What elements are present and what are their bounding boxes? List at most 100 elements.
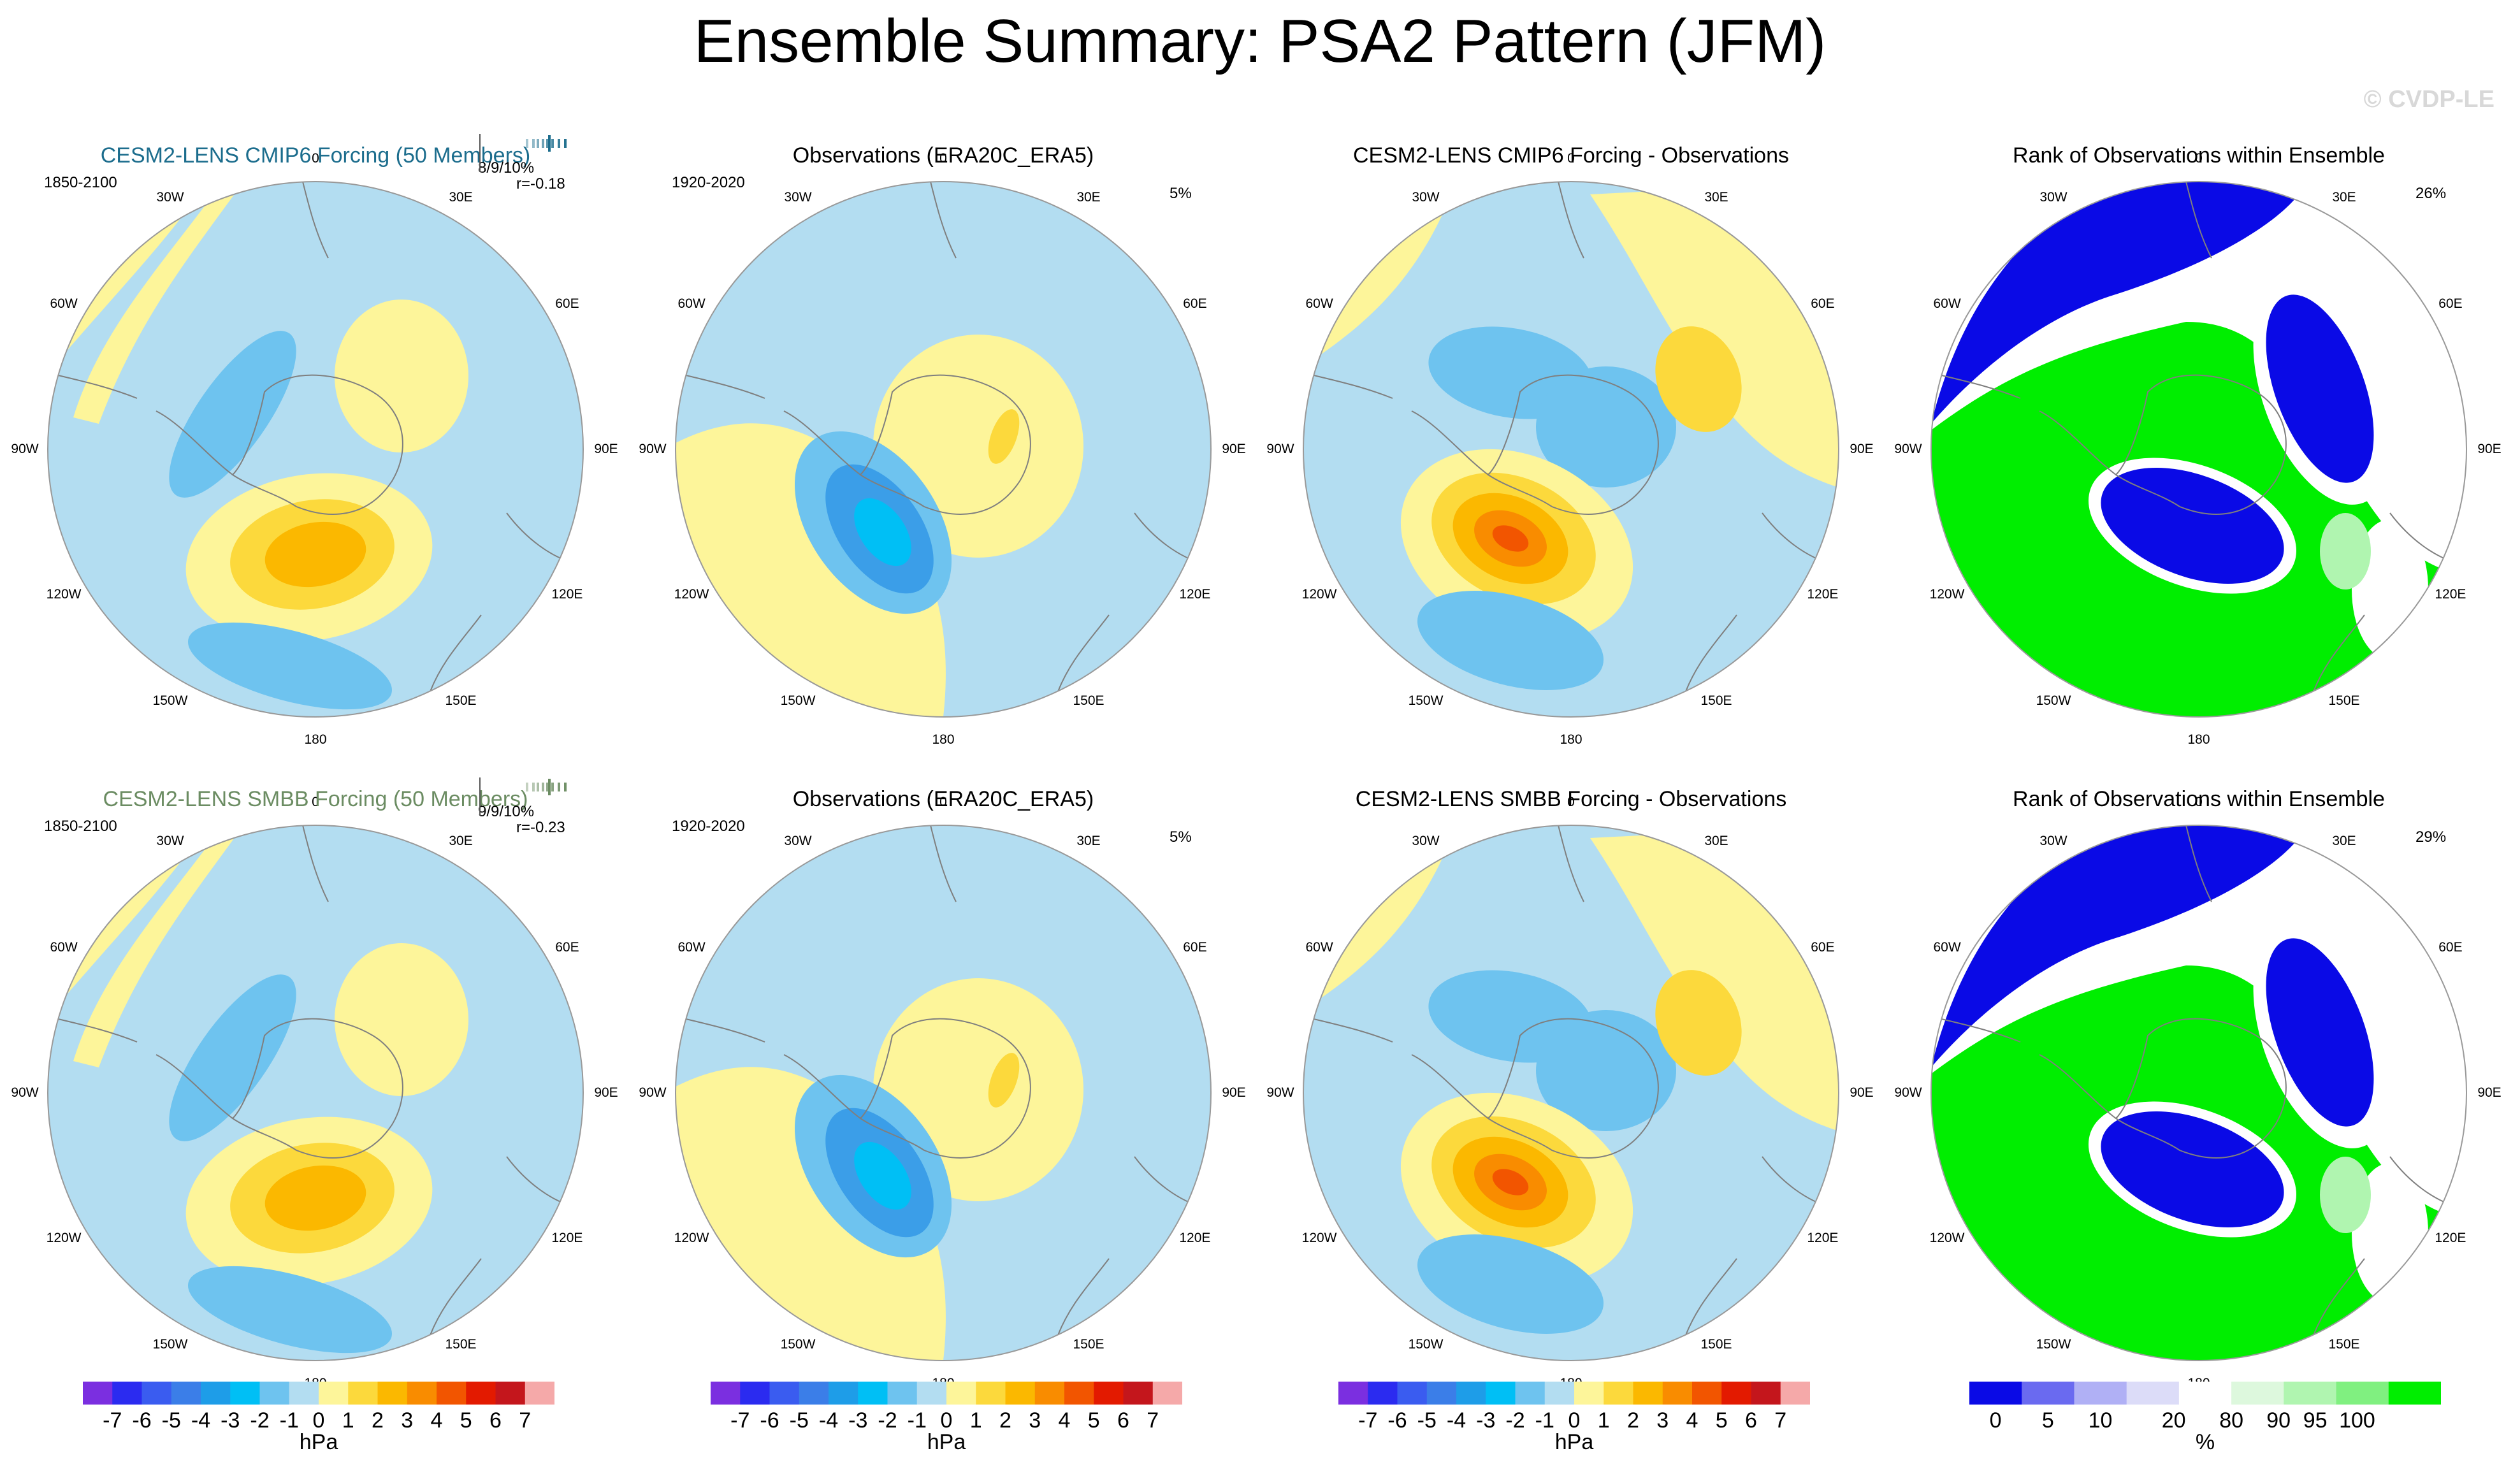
colorbar-swatch	[2126, 1382, 2180, 1405]
colorbar-tick-label: -5	[789, 1408, 809, 1433]
colorbar-swatch	[740, 1382, 770, 1405]
colorbar-tick-label: -4	[1446, 1408, 1466, 1433]
colorbar-swatch	[1780, 1382, 1810, 1405]
map-model-row2	[47, 825, 584, 1361]
colorbar-swatch	[83, 1382, 113, 1405]
colorbar-swatch	[2178, 1382, 2232, 1405]
colorbar-tick-label: 0	[1568, 1408, 1581, 1433]
longitude-label: 90E	[1850, 442, 1874, 456]
longitude-label: 30E	[1076, 834, 1101, 849]
colorbar-model	[83, 1382, 554, 1405]
colorbar-tick-label: -2	[878, 1408, 897, 1433]
longitude-label: 30W	[2039, 190, 2067, 205]
colorbar-swatch	[1152, 1382, 1182, 1405]
longitude-label: 150W	[152, 1336, 188, 1352]
colorbar-swatch	[2284, 1382, 2337, 1405]
longitude-label: 180	[304, 732, 327, 747]
colorbar-tick-label: -2	[250, 1408, 270, 1433]
colorbar-swatch	[1574, 1382, 1604, 1405]
colorbar-swatch	[348, 1382, 378, 1405]
map-obs-row2	[675, 825, 1212, 1361]
colorbar-swatch	[829, 1382, 858, 1405]
longitude-label: 150W	[780, 1336, 816, 1352]
colorbar-unit: hPa	[927, 1430, 966, 1454]
longitude-label: 60W	[1933, 296, 1961, 311]
coastline	[783, 1054, 861, 1119]
colorbar-tick-label: 4	[1686, 1408, 1698, 1433]
coastline	[2185, 182, 2212, 259]
longitude-label: 150E	[1700, 693, 1732, 708]
longitude-label: 60W	[677, 940, 706, 955]
coastline	[1057, 1258, 1110, 1336]
colorbar-tick-label: -7	[730, 1408, 750, 1433]
stat-line-2: r=-0.18	[516, 175, 565, 192]
stat-percent: 5%	[1169, 828, 1192, 846]
longitude-label: 30E	[2332, 834, 2356, 849]
colorbar-tick-label: -4	[818, 1408, 839, 1433]
longitude-label: 0	[312, 795, 319, 809]
longitude-label: 90W	[1266, 1085, 1294, 1100]
map-rank-row1	[1930, 181, 2467, 718]
colorbar-swatch	[1751, 1382, 1781, 1405]
colorbar-swatch	[1544, 1382, 1575, 1405]
colorbar-swatch	[799, 1382, 829, 1405]
colorbar-unit: hPa	[299, 1430, 338, 1454]
diff-anomaly-region-4	[1536, 366, 1676, 488]
colorbar-tick-label: 0	[940, 1408, 953, 1433]
longitude-label: 60W	[1933, 940, 1961, 955]
longitude-label: 120W	[1301, 1231, 1337, 1245]
colorbar-tick-label: -7	[103, 1408, 122, 1433]
colorbar-tick-label: 3	[1029, 1408, 1041, 1433]
longitude-label: 90W	[1894, 442, 1922, 456]
ensemble-histogram-icon	[526, 135, 567, 152]
rank-anomaly-region-6	[2266, 938, 2374, 1127]
model-anomaly-region-3	[335, 943, 468, 1096]
longitude-label: 0	[312, 151, 319, 166]
stat-line-1: 9/9/10%	[478, 803, 535, 820]
stat-percent: 29%	[2415, 828, 2447, 846]
model-anomaly-region-4	[169, 331, 296, 498]
colorbar-tick-label: 2	[999, 1408, 1011, 1433]
colorbar-tick-label: 1	[1597, 1408, 1610, 1433]
colorbar-swatch	[1604, 1382, 1633, 1405]
colorbar-swatch	[1662, 1382, 1693, 1405]
longitude-label: 30W	[2039, 834, 2067, 849]
colorbar-tick-label: 5	[460, 1408, 472, 1433]
colorbar-diff	[1338, 1382, 1810, 1405]
colorbar-swatch	[887, 1382, 918, 1405]
longitude-label: 0	[2195, 151, 2203, 166]
longitude-label: 120E	[1179, 587, 1211, 602]
longitude-label: 30E	[1076, 190, 1101, 205]
colorbar-tick-label: -2	[1505, 1408, 1525, 1433]
longitude-label: 60E	[1811, 296, 1835, 311]
panel-title-diff: CESM2-LENS CMIP6 Forcing - Observations	[1353, 143, 1789, 168]
colorbar-swatch	[1633, 1382, 1663, 1405]
colorbar-tick-label: 1	[969, 1408, 982, 1433]
model-anomaly-region-2	[73, 832, 239, 1067]
model-anomaly-region-4	[169, 974, 296, 1141]
longitude-label: 90W	[639, 1085, 667, 1100]
longitude-label: 150E	[2328, 693, 2360, 708]
colorbar-tick-label: 5	[2041, 1408, 2054, 1433]
colorbar-tick-label: -5	[161, 1408, 181, 1433]
longitude-label: 30E	[2332, 190, 2356, 205]
coastline	[859, 1018, 1031, 1159]
colorbar-tick-label: -6	[1387, 1408, 1407, 1433]
longitude-label: 30E	[449, 834, 473, 849]
diff-anomaly-region-11	[1417, 591, 1604, 690]
rank-anomaly-region-8	[2320, 513, 2371, 589]
longitude-label: 120E	[1807, 1231, 1839, 1245]
rank-anomaly-region-2	[1931, 182, 2307, 424]
colorbar-swatch	[1338, 1382, 1368, 1405]
colorbar-swatch	[407, 1382, 437, 1405]
longitude-label: 60E	[1183, 940, 1207, 955]
coastline	[231, 1018, 403, 1159]
longitude-label: 60E	[2438, 296, 2463, 311]
longitude-label: 150E	[1073, 1336, 1104, 1352]
longitude-label: 120W	[1929, 587, 1965, 602]
rank-anomaly-region-4	[2101, 1111, 2284, 1228]
model-anomaly-region-2	[73, 188, 239, 424]
rank-anomaly-region-6	[2266, 294, 2374, 483]
map-border	[47, 181, 584, 718]
map-model-row1	[47, 181, 584, 718]
